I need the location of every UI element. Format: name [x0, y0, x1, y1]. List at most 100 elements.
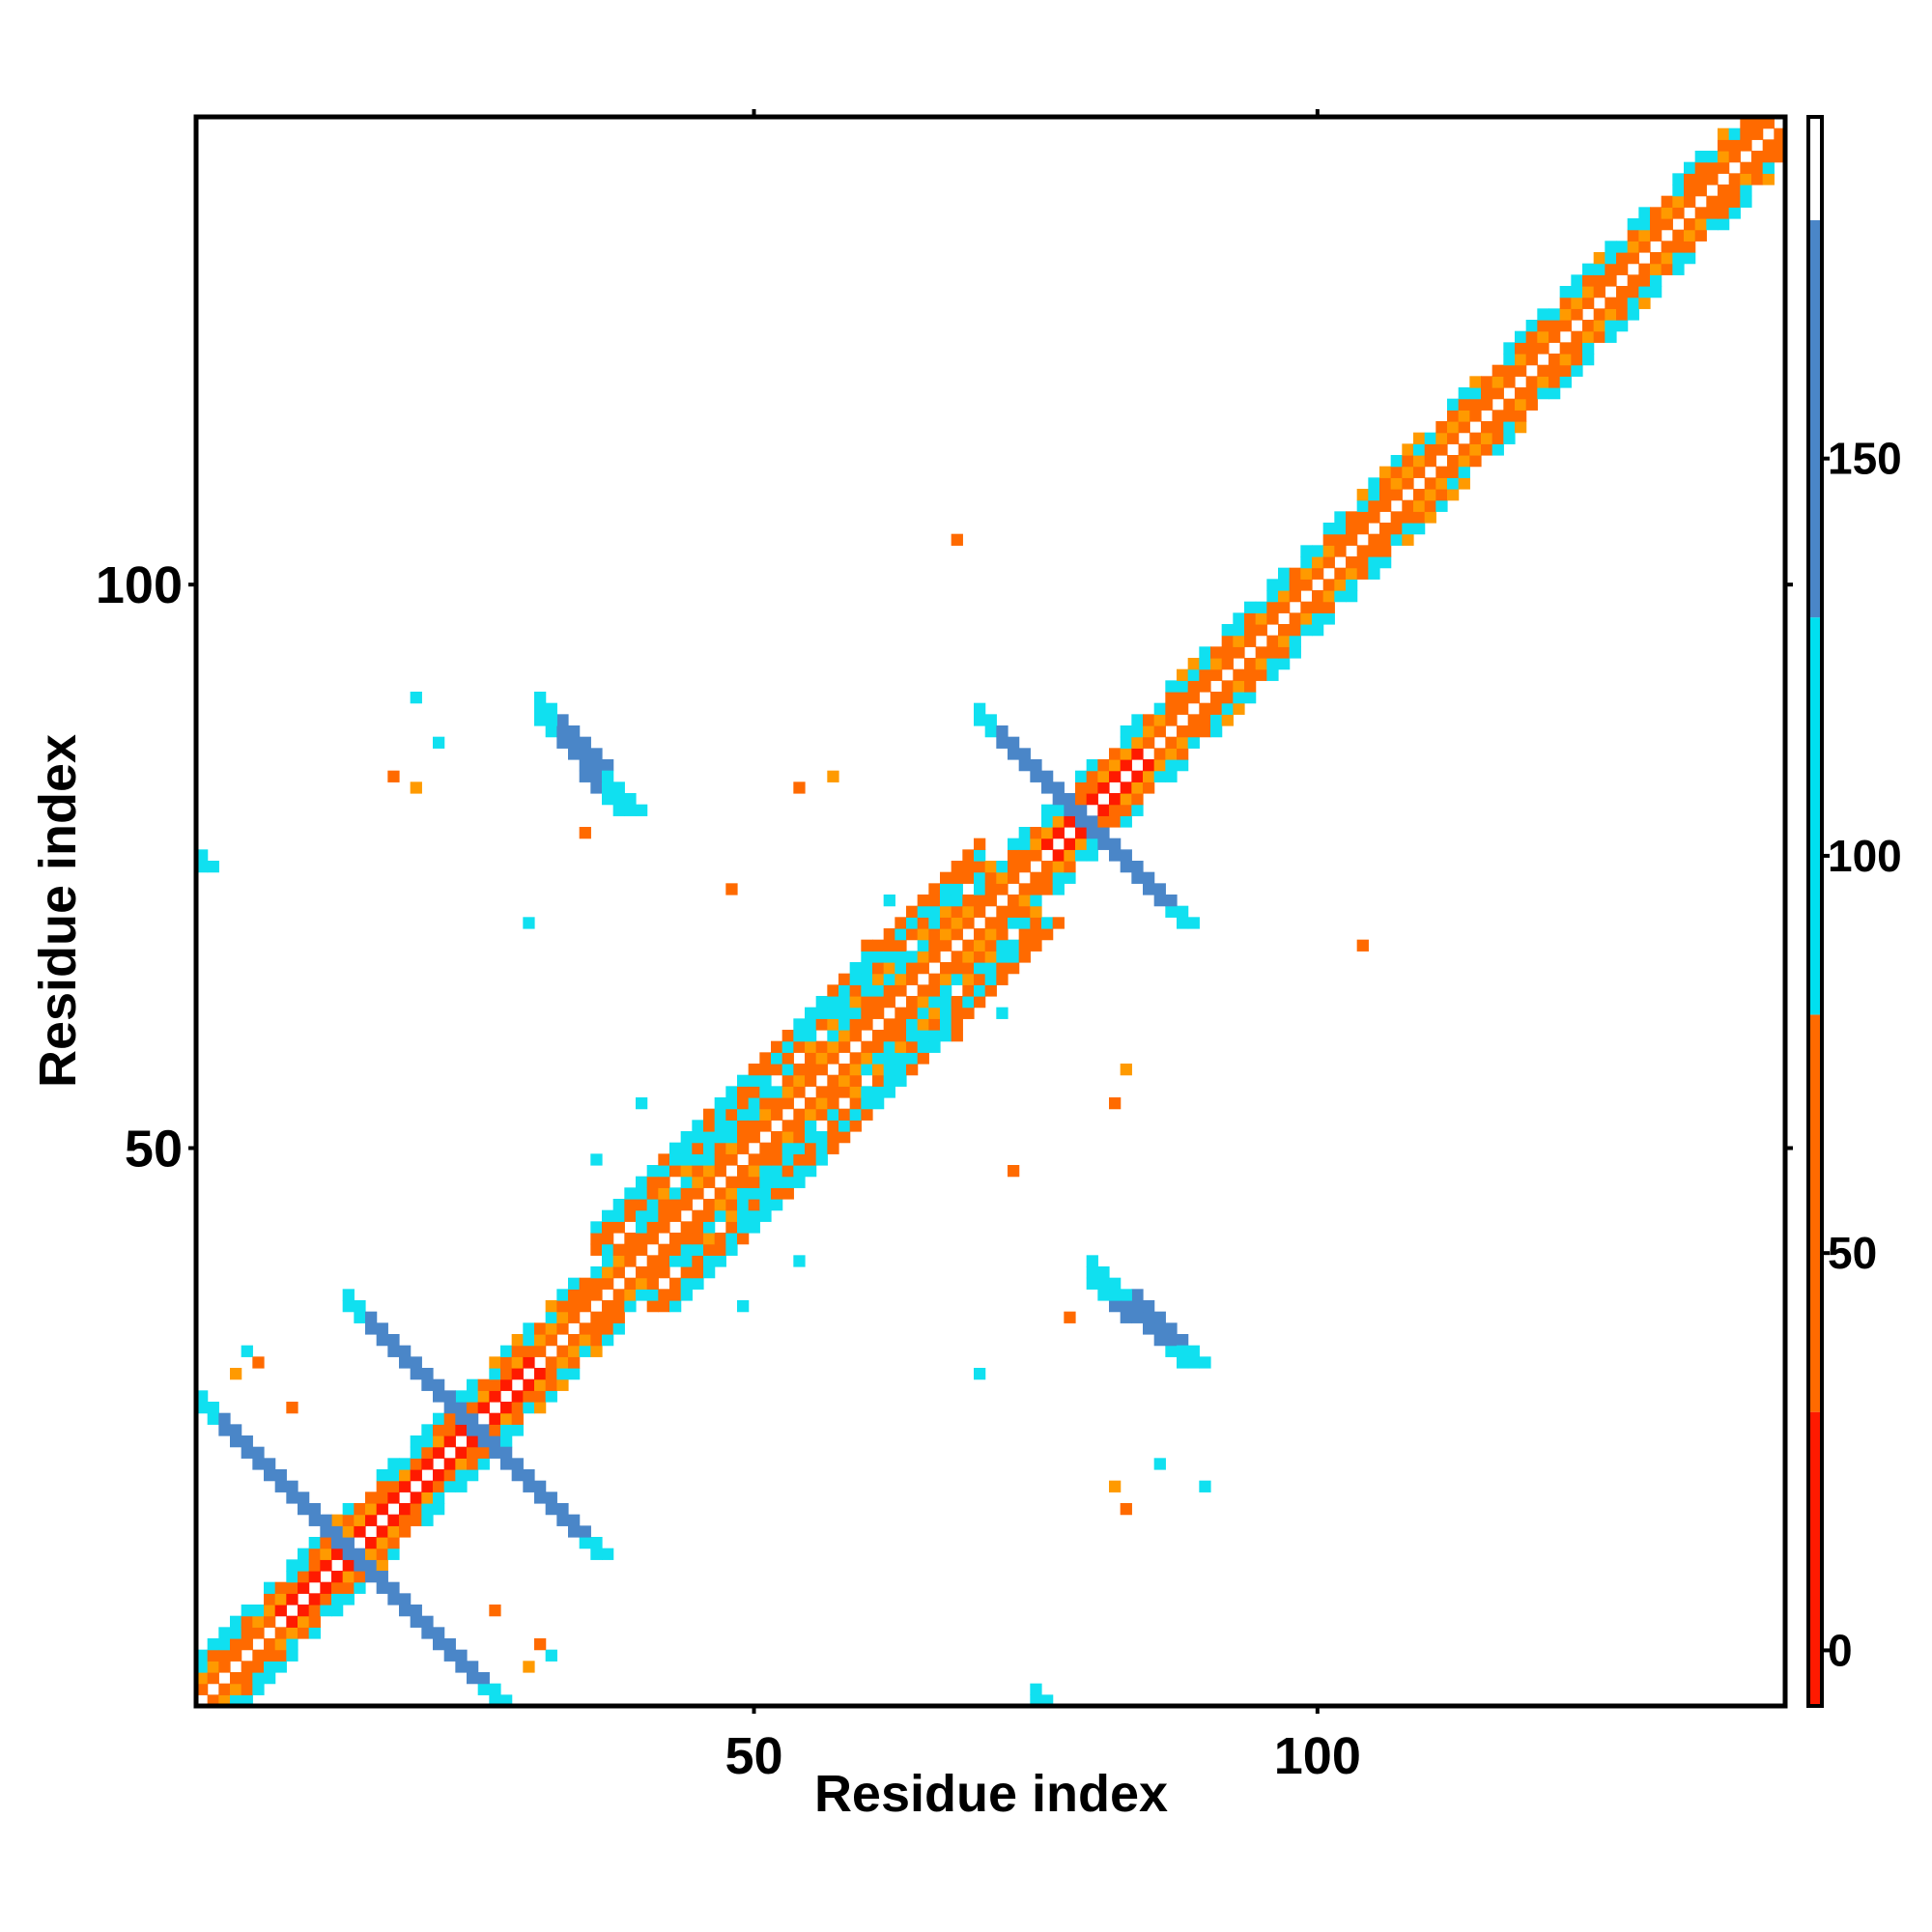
heatmap-cell [274, 1627, 287, 1639]
heatmap-cell [1559, 308, 1572, 321]
heatmap-cell [467, 1424, 479, 1436]
colorbar-band [1808, 1014, 1822, 1412]
heatmap-cell [861, 1108, 873, 1121]
heatmap-cell [1120, 793, 1132, 806]
heatmap-cell [1199, 646, 1211, 659]
heatmap-cell [308, 1559, 321, 1572]
heatmap-cell [838, 1007, 851, 1019]
heatmap-cell [906, 1064, 919, 1076]
colorbar-tick-label: 100 [1828, 831, 1902, 881]
heatmap-cell [1334, 579, 1347, 591]
heatmap-cell [646, 1199, 659, 1211]
heatmap-cell [636, 1243, 648, 1256]
heatmap-cell [1571, 297, 1583, 309]
heatmap-cell [793, 1176, 806, 1188]
heatmap-cell [342, 1289, 355, 1301]
heatmap-cell [962, 973, 975, 985]
heatmap-cell [1300, 601, 1313, 613]
heatmap-cell [1390, 466, 1403, 478]
heatmap-cell [1368, 533, 1380, 546]
heatmap-cell [1481, 387, 1493, 400]
heatmap-cell [1233, 612, 1245, 625]
heatmap-cell [895, 973, 907, 985]
heatmap-cell [545, 702, 557, 715]
heatmap-cell [692, 1165, 704, 1178]
heatmap-cell [680, 1187, 693, 1200]
heatmap-cell [410, 1503, 422, 1516]
heatmap-cell [523, 1480, 535, 1492]
heatmap-cell [748, 1176, 760, 1188]
heatmap-cell [1559, 286, 1572, 298]
heatmap-cell [1390, 455, 1403, 468]
heatmap-cell [1052, 871, 1065, 884]
heatmap-cell [612, 1221, 625, 1234]
heatmap-cell [534, 1480, 547, 1492]
heatmap-cell [805, 1142, 817, 1154]
heatmap-cell [612, 1322, 625, 1335]
heatmap-cell [443, 1458, 456, 1470]
heatmap-cell [883, 996, 895, 1009]
heatmap-cell [218, 1412, 231, 1425]
heatmap-cell [624, 1199, 637, 1211]
heatmap-cell [489, 1356, 501, 1369]
heatmap-cell [895, 1074, 907, 1087]
heatmap-cell [827, 984, 839, 997]
heatmap-cell [669, 1153, 682, 1166]
heatmap-cell [1762, 161, 1775, 174]
heatmap-cell [1322, 601, 1335, 613]
heatmap-cell [1571, 354, 1583, 366]
heatmap-cell [658, 1221, 670, 1234]
heatmap-cell [218, 1649, 231, 1662]
heatmap-cell [940, 895, 952, 907]
heatmap-cell [443, 1412, 456, 1425]
heatmap-cell [1694, 161, 1707, 174]
heatmap-cell [1289, 646, 1301, 659]
heatmap-cell [680, 1165, 693, 1178]
heatmap-cell [725, 1097, 738, 1110]
heatmap-cell [1199, 714, 1211, 726]
heatmap-cell [872, 1040, 885, 1053]
heatmap-cell [1008, 962, 1020, 975]
heatmap-cell [996, 725, 1009, 738]
heatmap-cell [1447, 455, 1460, 468]
heatmap-cell [838, 1086, 851, 1098]
heatmap-cell [1109, 1097, 1122, 1110]
heatmap-cell [1650, 229, 1662, 242]
heatmap-cell [838, 1018, 851, 1031]
heatmap-cell [872, 1086, 885, 1098]
heatmap-cell [241, 1661, 253, 1673]
heatmap-cell [399, 1345, 412, 1357]
heatmap-cell [308, 1571, 321, 1583]
heatmap-cell [1177, 668, 1189, 681]
heatmap-cell [433, 1503, 445, 1516]
heatmap-cell [1177, 905, 1189, 918]
heatmap-cell [1086, 815, 1098, 828]
heatmap-cell [849, 1074, 862, 1087]
heatmap-cell [1424, 511, 1436, 524]
heatmap-cell [1515, 410, 1527, 422]
heatmap-cell [602, 1233, 614, 1245]
heatmap-cell [1086, 793, 1098, 806]
heatmap-cell [1266, 590, 1279, 603]
heatmap-cell [612, 1266, 625, 1279]
heatmap-cell [286, 1615, 298, 1628]
heatmap-cell [579, 1525, 591, 1538]
heatmap-cell [1582, 297, 1595, 309]
heatmap-cell [376, 1469, 388, 1482]
heatmap-cell [1153, 714, 1166, 726]
heatmap-cell [1356, 545, 1369, 557]
heatmap-cell [928, 883, 941, 895]
heatmap-cell [1390, 477, 1403, 490]
heatmap-cell [1706, 207, 1719, 219]
heatmap-cell [793, 1131, 806, 1144]
heatmap-cell [387, 1593, 400, 1605]
heatmap-cell [1018, 759, 1031, 772]
heatmap-cell [1346, 556, 1358, 569]
heatmap-cell [1627, 252, 1639, 265]
heatmap-cell [984, 861, 997, 873]
heatmap-cell [624, 1243, 637, 1256]
heatmap-cell [1582, 263, 1595, 275]
heatmap-cell [218, 1424, 231, 1436]
heatmap-cell [793, 1120, 806, 1132]
heatmap-cell [579, 1289, 591, 1301]
